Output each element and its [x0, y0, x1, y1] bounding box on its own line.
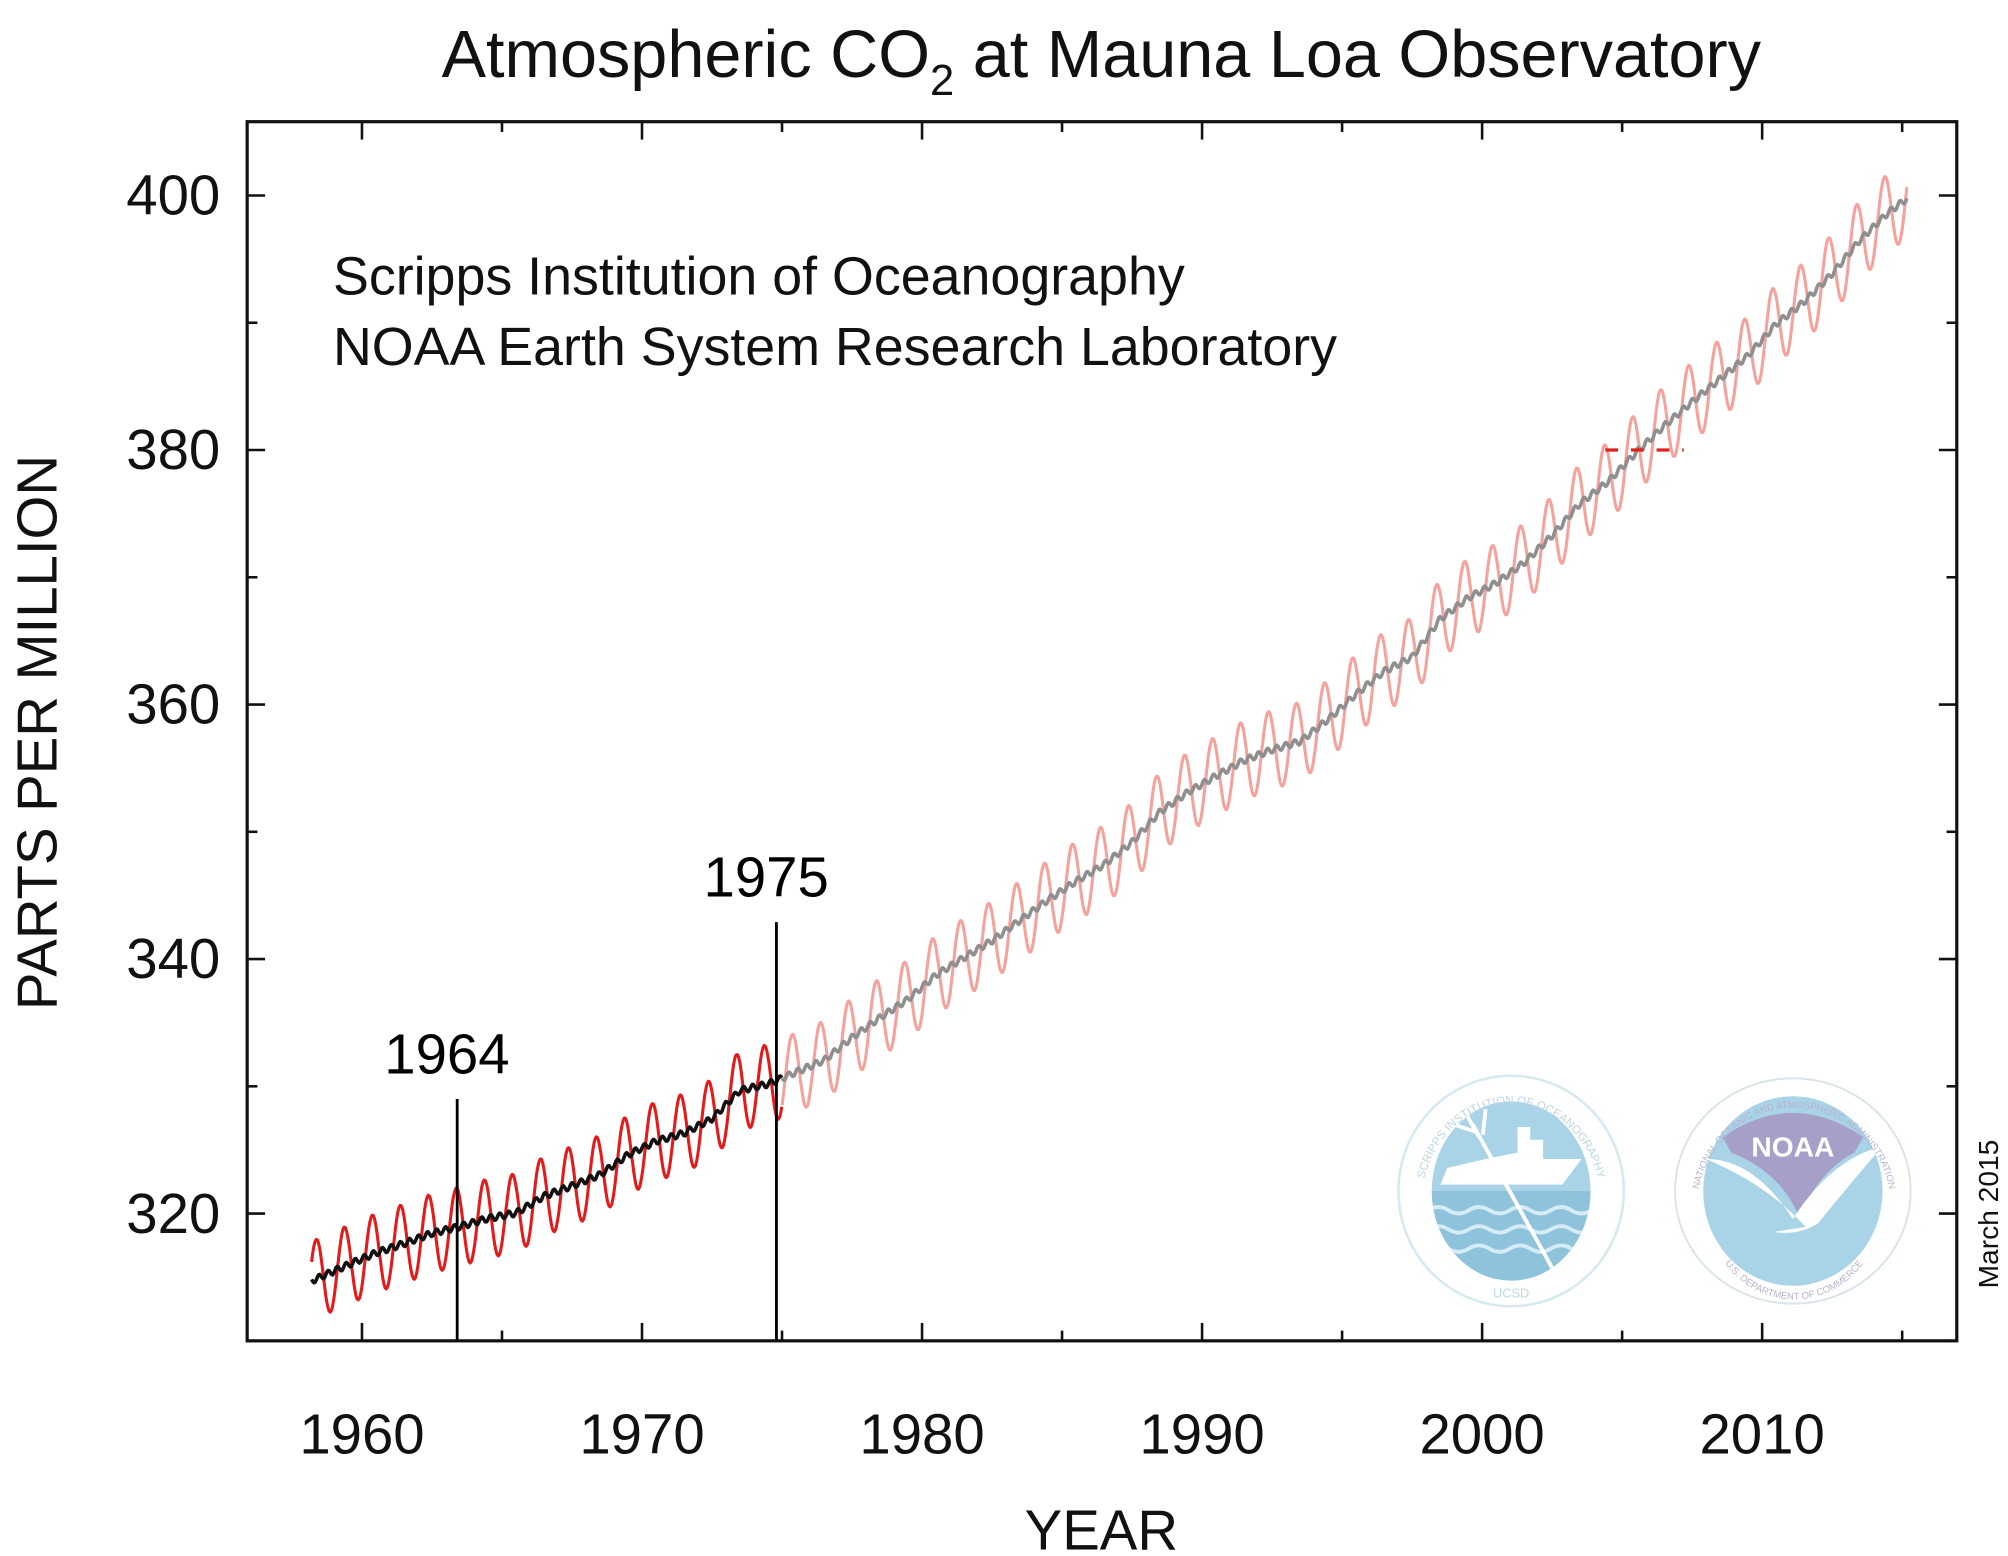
date-note: March 2015: [1972, 1140, 2004, 1289]
x-tick-label: 1980: [859, 1403, 984, 1466]
y-tick-label: 320: [126, 1182, 220, 1245]
x-tick-label: 1960: [299, 1403, 424, 1466]
noaa-center-text: NOAA: [1751, 1130, 1834, 1162]
seagull-icon: [1705, 1146, 1883, 1233]
annotation-label-1964: 1964: [384, 1022, 509, 1085]
chart-title-main: Atmospheric CO: [442, 18, 930, 92]
axis-ticks: [247, 121, 1957, 1343]
chart-title-rest: at Mauna Loa Observatory: [954, 18, 1761, 92]
monthly-before-1975-line: [310, 1043, 784, 1314]
plot-frame: [245, 120, 1959, 1343]
y-tick-label: 340: [126, 927, 220, 990]
trend-after-1975-line: [780, 197, 1909, 1083]
chart-title: Atmospheric CO2 at Mauna Loa Observatory: [442, 18, 1762, 105]
scripps-bottom-text: UCSD: [1493, 1285, 1529, 1300]
annotations: 1964 1975: [384, 846, 829, 1341]
x-tick-label: 1990: [1139, 1403, 1264, 1466]
y-tick-label: 380: [126, 418, 220, 481]
noaa-logo: NOAA NATIONAL OCEANIC AND ATMOSPHERIC AD…: [1674, 1077, 1912, 1305]
x-tick-label: 2010: [1699, 1403, 1824, 1466]
y-axis-label: PARTS PER MILLION: [5, 455, 68, 1010]
trident-icon: [1452, 1108, 1554, 1269]
trend-before-1975-line: [310, 1074, 784, 1285]
y-tick-label: 400: [126, 164, 220, 227]
x-axis-label: YEAR: [1025, 1499, 1178, 1556]
data-series: [310, 175, 1909, 1314]
credit-line-1: Scripps Institution of Oceanography: [333, 247, 1185, 307]
credit-line-2: NOAA Earth System Research Laboratory: [333, 317, 1337, 377]
ship-icon: [1440, 1126, 1582, 1185]
chart-title-subscript: 2: [930, 57, 954, 105]
x-tick-label: 2000: [1419, 1403, 1544, 1466]
scripps-logo: SCRIPPS INSTITUTION OF OCEANOGRAPHY UCSD: [1397, 1074, 1626, 1308]
y-tick-label: 360: [126, 673, 220, 736]
x-tick-label: 1970: [579, 1403, 704, 1466]
annotation-label-1975: 1975: [704, 846, 829, 909]
axis-tick-labels: 320 340 360 380 400 1960 1970 1980 1990 2000 2010: [126, 164, 1825, 1466]
monthly-after-1975-line: [780, 175, 1909, 1109]
